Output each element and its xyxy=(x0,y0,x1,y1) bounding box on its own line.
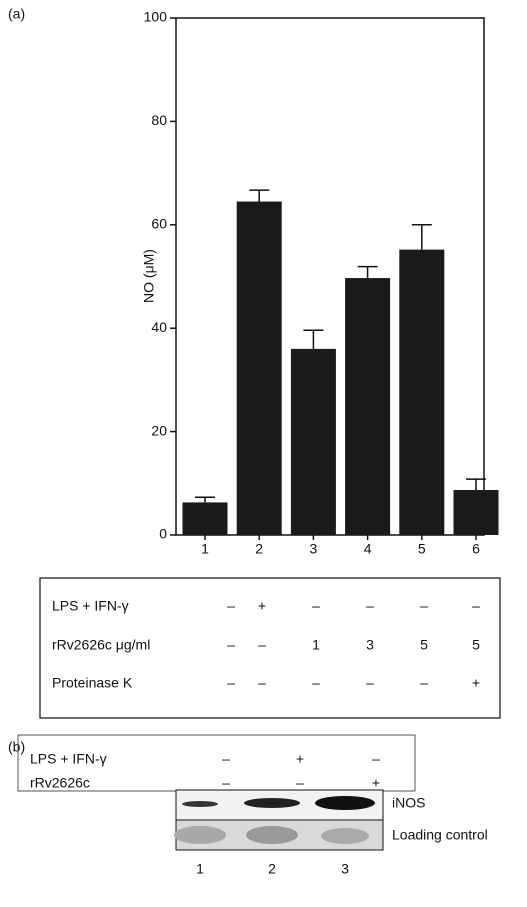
table-cell: – xyxy=(420,675,428,691)
x-tick-label: 2 xyxy=(255,541,263,557)
error-bar xyxy=(358,267,378,278)
figure: (a) (b) NO (μM) 0 20 40 60 80 100 1 2 3 4 5 6 LPS + … xyxy=(0,0,527,907)
bar xyxy=(291,349,336,535)
table-cell: + xyxy=(372,775,380,791)
table-cell: – xyxy=(227,637,235,653)
x-tick-label: 3 xyxy=(310,541,318,557)
y-tick-label: 80 xyxy=(151,112,167,128)
bar xyxy=(183,502,228,535)
table-cell: – xyxy=(366,598,374,614)
row-label: Proteinase K xyxy=(52,675,133,691)
table-cell: – xyxy=(372,751,380,767)
table-cell: – xyxy=(312,675,320,691)
bar xyxy=(399,250,444,535)
bar xyxy=(345,278,390,535)
x-tick-label: 4 xyxy=(364,541,372,557)
table-cell: 1 xyxy=(312,637,320,653)
table-cell: 5 xyxy=(472,637,480,653)
error-bar xyxy=(412,225,432,250)
bar xyxy=(237,202,282,535)
error-bar xyxy=(249,190,269,201)
x-tick-label: 1 xyxy=(201,541,209,557)
table-cell: + xyxy=(258,598,266,614)
error-bar xyxy=(195,497,215,502)
row-label: LPS + IFN-γ xyxy=(30,751,107,767)
table-cell: – xyxy=(222,751,230,767)
y-tick-label: 20 xyxy=(151,422,167,438)
table-cell: – xyxy=(296,775,304,791)
panel-label: (a) xyxy=(8,6,25,22)
y-tick-label: 0 xyxy=(159,526,167,542)
band xyxy=(174,826,226,844)
bar xyxy=(454,490,499,535)
y-tick-label: 40 xyxy=(151,319,167,335)
band-label: Loading control xyxy=(392,827,488,843)
error-bar xyxy=(303,330,323,349)
band xyxy=(246,826,298,844)
band-label: iNOS xyxy=(392,795,425,811)
lane-label: 2 xyxy=(268,861,276,877)
y-axis-label: NO (μM) xyxy=(141,249,157,303)
row-label: LPS + IFN-γ xyxy=(52,598,129,614)
lane-label: 1 xyxy=(196,861,204,877)
band xyxy=(182,801,218,807)
table-cell: – xyxy=(420,598,428,614)
table-cell: – xyxy=(227,598,235,614)
table-cell: + xyxy=(296,751,304,767)
panel-label: (b) xyxy=(8,739,25,755)
row-label: rRv2626c μg/ml xyxy=(52,637,150,653)
band xyxy=(321,828,369,844)
table-cell: – xyxy=(366,675,374,691)
table-cell: + xyxy=(472,675,480,691)
table-cell: – xyxy=(472,598,480,614)
lane-label: 3 xyxy=(341,861,349,877)
table-cell: – xyxy=(222,775,230,791)
table-cell: – xyxy=(258,675,266,691)
table-cell: 3 xyxy=(366,637,374,653)
y-tick-label: 100 xyxy=(144,9,168,25)
error-bar xyxy=(466,479,486,490)
y-tick-label: 60 xyxy=(151,216,167,232)
blot-image xyxy=(174,790,383,850)
table-cell: – xyxy=(258,637,266,653)
x-tick-label: 5 xyxy=(418,541,426,557)
table-cell: – xyxy=(227,675,235,691)
x-tick-label: 6 xyxy=(472,541,480,557)
table-cell: 5 xyxy=(420,637,428,653)
band xyxy=(315,796,375,810)
row-label: rRv2626c xyxy=(30,775,90,791)
band xyxy=(244,798,300,808)
table-cell: – xyxy=(312,598,320,614)
